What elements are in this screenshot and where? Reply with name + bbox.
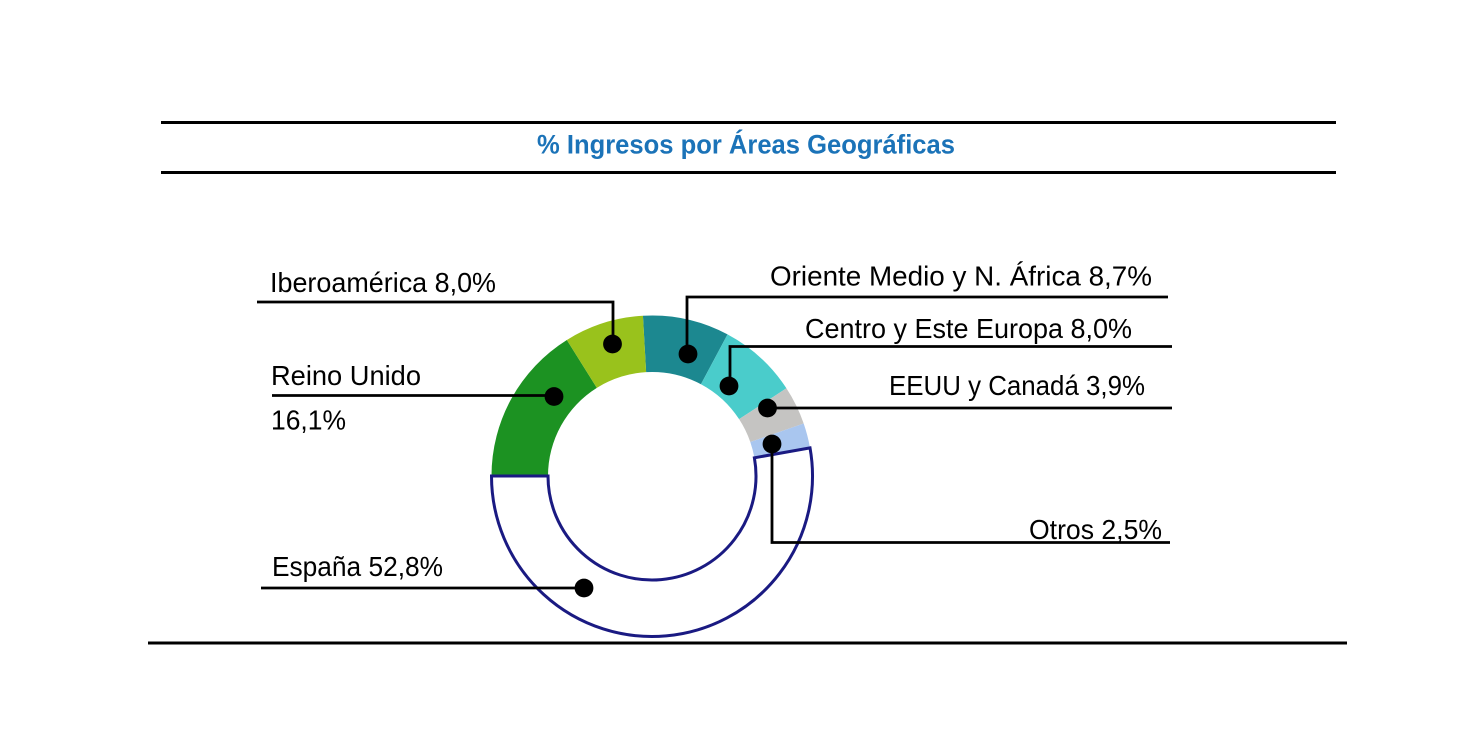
svg-text:Oriente Medio y N. África 8,7%: Oriente Medio y N. África 8,7% bbox=[770, 261, 1152, 292]
svg-text:España 52,8%: España 52,8% bbox=[272, 551, 443, 582]
svg-text:Reino Unido: Reino Unido bbox=[271, 360, 421, 391]
svg-text:16,1%: 16,1% bbox=[271, 405, 346, 436]
svg-text:Iberoamérica 8,0%: Iberoamérica 8,0% bbox=[270, 267, 496, 298]
svg-text:EEUU y Canadá 3,9%: EEUU y Canadá 3,9% bbox=[889, 370, 1145, 401]
svg-text:Otros 2,5%: Otros 2,5% bbox=[1029, 514, 1162, 545]
svg-text:Centro y Este Europa 8,0%: Centro y Este Europa 8,0% bbox=[805, 313, 1132, 344]
svg-text:% Ingresos por Áreas Geográfic: % Ingresos por Áreas Geográficas bbox=[537, 129, 955, 160]
